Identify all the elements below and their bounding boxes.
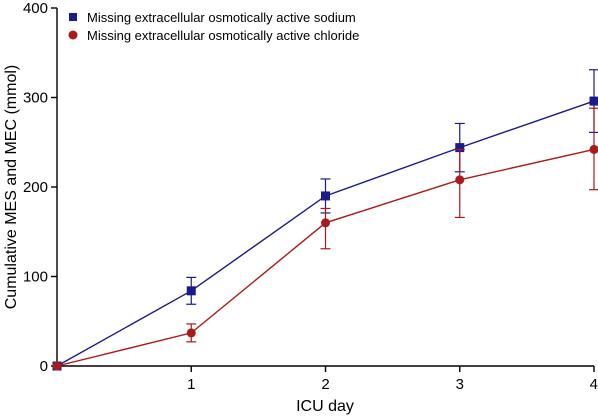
data-point	[186, 286, 196, 296]
legend-marker-sodium	[69, 13, 77, 21]
data-point	[186, 328, 196, 338]
legend: Missing extracellular osmotically active…	[68, 10, 359, 43]
data-point	[455, 175, 465, 185]
y-ticks: 0 100 200 300 400	[23, 0, 57, 375]
y-tick-label: 300	[23, 90, 48, 107]
x-tick-label: 4	[590, 376, 598, 393]
x-tick-label: 3	[456, 376, 464, 393]
legend-marker-chloride	[68, 30, 78, 40]
series-layer	[52, 69, 598, 371]
x-axis-label: ICU day	[296, 398, 354, 415]
y-axis-label: Cumulative MES and MEC (mmol)	[3, 65, 20, 310]
data-point	[321, 218, 330, 228]
x-tick-label: 2	[321, 376, 329, 393]
y-tick-label: 400	[23, 0, 48, 17]
x-tick-label: 1	[187, 376, 195, 393]
legend-label-sodium: Missing extracellular osmotically active…	[87, 10, 356, 25]
data-point	[455, 143, 465, 153]
data-point	[589, 96, 598, 106]
y-tick-label: 200	[23, 179, 48, 196]
data-point	[321, 191, 330, 201]
y-tick-label: 0	[40, 358, 48, 375]
data-point	[52, 361, 62, 371]
legend-label-chloride: Missing extracellular osmotically active…	[87, 28, 359, 43]
error-bar	[320, 207, 331, 250]
x-ticks: 1 2 3 4	[187, 366, 598, 393]
series-1	[52, 107, 598, 371]
y-tick-label: 100	[23, 269, 48, 286]
data-point	[589, 144, 598, 154]
